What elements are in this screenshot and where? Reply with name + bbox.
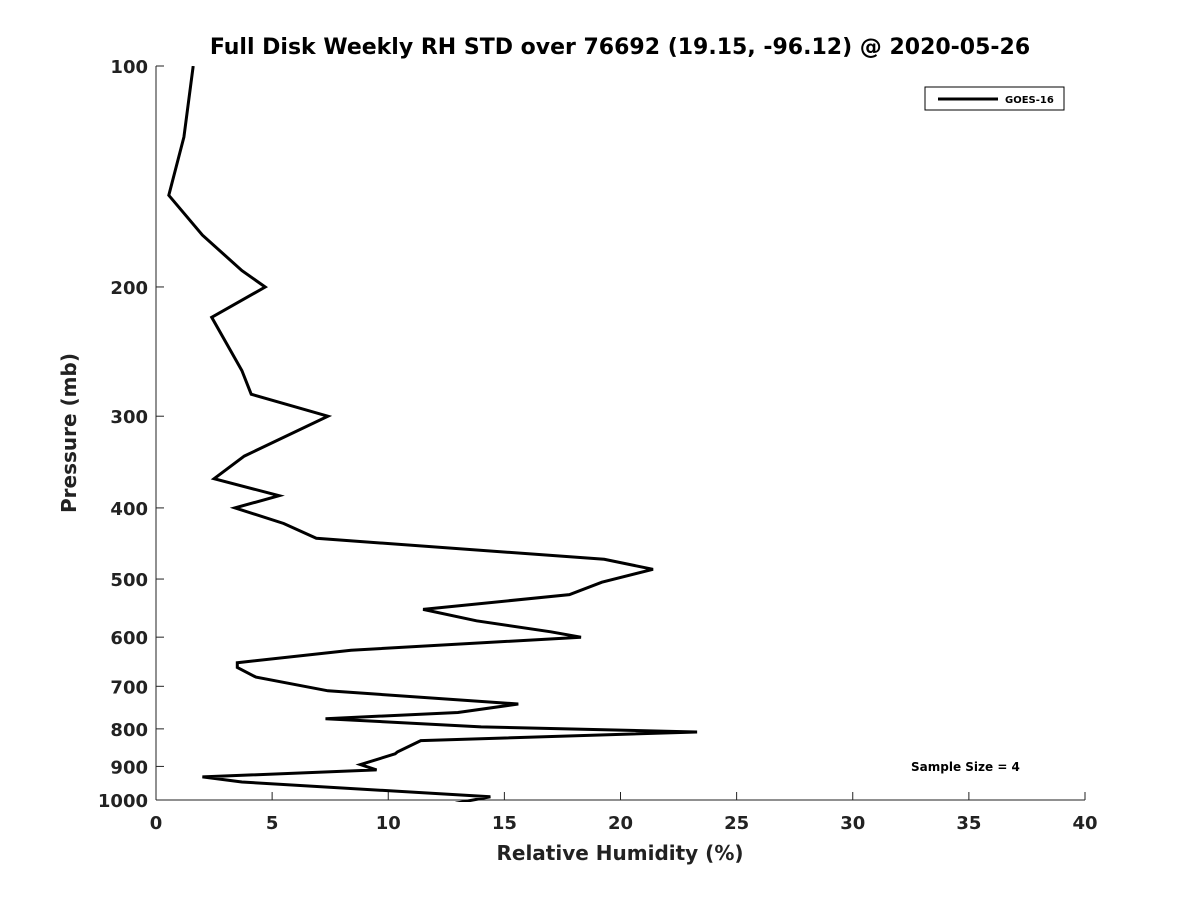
x-tick-label: 20 [608,813,633,834]
y-tick-label: 700 [110,677,148,698]
y-axis-label: Pressure (mb) [57,353,81,513]
x-tick-label: 40 [1072,813,1097,834]
series-line-goes-16 [167,66,698,802]
x-tick-label: 15 [492,813,517,834]
x-tick-label: 0 [150,813,163,834]
x-tick-label: 5 [266,813,279,834]
y-tick-label: 500 [110,570,148,591]
y-tick-label: 100 [110,57,148,78]
legend-label-goes-16: GOES-16 [1005,95,1054,106]
y-tick-label: 300 [110,407,148,428]
x-tick-label: 25 [724,813,749,834]
plot-area: 0 5 10 15 20 25 30 35 40 100 200 300 400 500 600 700 800… [98,57,1098,834]
chart-title: Full Disk Weekly RH STD over 76692 (19.1… [210,35,1030,60]
sample-size-annotation: Sample Size = 4 [911,760,1020,774]
x-tick-label: 35 [956,813,981,834]
y-tick-label: 200 [110,278,148,299]
y-tick-label: 900 [110,757,148,778]
y-tick-label: 800 [110,720,148,741]
y-tick-label: 400 [110,499,148,520]
legend: GOES-16 [924,86,1065,111]
x-tick-label: 30 [840,813,865,834]
y-tick-label: 1000 [98,791,148,812]
x-axis-label: Relative Humidity (%) [496,841,743,865]
y-tick-label: 600 [110,628,148,649]
x-tick-label: 10 [376,813,401,834]
